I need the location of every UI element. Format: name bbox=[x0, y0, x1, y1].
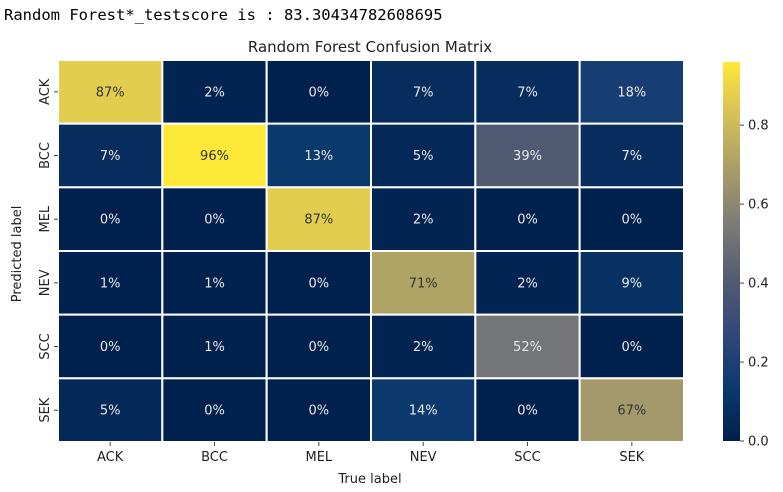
y-tick-label: NEV bbox=[38, 269, 53, 296]
cell-value-label: 5% bbox=[413, 149, 434, 164]
colorbar-tick-label: 0.2 bbox=[748, 356, 769, 371]
heatmap-cell-nev-mel bbox=[265, 250, 372, 316]
heatmap-cell-bcc-scc bbox=[474, 122, 581, 189]
cell-value-label: 0% bbox=[309, 404, 330, 419]
cell-value-label: 0% bbox=[100, 340, 121, 355]
cell-value-label: 7% bbox=[413, 85, 434, 100]
colorbar-tick-label: 0.0 bbox=[748, 435, 769, 450]
y-tick-label: SCC bbox=[38, 333, 53, 359]
heatmap-cell-mel-nev bbox=[370, 186, 477, 252]
cell-value-label: 9% bbox=[622, 276, 643, 291]
cell-value-label: 0% bbox=[309, 340, 330, 355]
cell-value-label: 0% bbox=[204, 404, 225, 419]
x-tick-label: NEV bbox=[410, 450, 437, 465]
heatmap-cell-mel-bcc bbox=[161, 186, 268, 252]
cell-value-label: 2% bbox=[204, 85, 225, 100]
cell-value-label: 96% bbox=[200, 149, 229, 164]
y-axis-ticks: ACK BCC MEL NEV SCC SEK bbox=[38, 78, 58, 423]
cell-value-label: 7% bbox=[517, 85, 538, 100]
y-tick-label: SEK bbox=[38, 397, 53, 422]
heatmap-cells bbox=[57, 59, 686, 444]
heatmap-cell-nev-scc bbox=[474, 250, 581, 316]
heatmap-cell-labels: 87% 2% 0% 7% 7% 18% 7% 96% 13% 5% 39% 7% 0% 0% 87% 2% 0%… bbox=[96, 85, 647, 418]
x-axis-label: True label bbox=[337, 472, 401, 487]
x-tick-label: BCC bbox=[201, 450, 228, 465]
heatmap-cell-mel-sek bbox=[578, 186, 686, 252]
cell-value-label: 52% bbox=[513, 340, 542, 355]
colorbar-ticks: 0.0 0.2 0.4 0.6 0.8 bbox=[740, 119, 769, 450]
cell-value-label: 1% bbox=[100, 276, 121, 291]
cell-value-label: 0% bbox=[622, 213, 643, 228]
heatmap-cell-sek-mel bbox=[265, 377, 372, 444]
cell-value-label: 2% bbox=[413, 213, 434, 228]
cell-value-label: 13% bbox=[304, 149, 333, 164]
chart-title: Random Forest Confusion Matrix bbox=[248, 38, 492, 56]
heatmap-cell-scc-nev bbox=[370, 313, 477, 380]
cell-value-label: 18% bbox=[617, 85, 646, 100]
heatmap-cell-ack-sek bbox=[578, 59, 686, 125]
heatmap-cell-ack-scc bbox=[474, 59, 581, 125]
console-output-line: Random Forest*_testscore is : 83.3043478… bbox=[4, 6, 443, 24]
x-tick-label: SCC bbox=[514, 450, 540, 465]
heatmap-cell-mel-scc bbox=[474, 186, 581, 252]
heatmap-cell-sek-nev bbox=[370, 377, 477, 444]
colorbar-tick-label: 0.8 bbox=[748, 119, 769, 134]
heatmap-cell-sek-bcc bbox=[161, 377, 268, 444]
cell-value-label: 7% bbox=[100, 149, 121, 164]
colorbar-tick-label: 0.4 bbox=[748, 277, 769, 292]
cell-value-label: 7% bbox=[622, 149, 643, 164]
heatmap-cell-ack-bcc bbox=[161, 59, 268, 125]
x-tick-label: ACK bbox=[97, 450, 124, 465]
heatmap-cell-mel-ack bbox=[57, 186, 164, 252]
cell-value-label: 71% bbox=[409, 276, 438, 291]
cell-value-label: 67% bbox=[617, 404, 646, 419]
cell-value-label: 2% bbox=[413, 340, 434, 355]
heatmap-cell-nev-ack bbox=[57, 250, 164, 316]
cell-value-label: 0% bbox=[309, 276, 330, 291]
y-tick-label: MEL bbox=[38, 205, 53, 232]
y-tick-label: ACK bbox=[38, 78, 53, 105]
cell-value-label: 1% bbox=[204, 340, 225, 355]
cell-value-label: 2% bbox=[517, 276, 538, 291]
colorbar-tick-label: 0.6 bbox=[748, 198, 769, 213]
cell-value-label: 0% bbox=[204, 213, 225, 228]
cell-value-label: 87% bbox=[96, 85, 125, 100]
x-tick-label: SEK bbox=[619, 450, 644, 465]
heatmap-cell-sek-sek bbox=[578, 377, 686, 444]
cell-value-label: 87% bbox=[304, 213, 333, 228]
colorbar bbox=[723, 62, 740, 441]
x-axis-ticks: ACK BCC MEL NEV SCC SEK bbox=[97, 442, 645, 465]
cell-value-label: 0% bbox=[517, 404, 538, 419]
cell-value-label: 39% bbox=[513, 149, 542, 164]
cell-value-label: 5% bbox=[100, 404, 121, 419]
cell-value-label: 1% bbox=[204, 276, 225, 291]
cell-value-label: 0% bbox=[622, 340, 643, 355]
cell-value-label: 14% bbox=[409, 404, 438, 419]
cell-value-label: 0% bbox=[309, 85, 330, 100]
y-tick-label: BCC bbox=[38, 142, 53, 169]
heatmap-cell-bcc-sek bbox=[578, 122, 686, 189]
heatmap-cell-ack-mel bbox=[265, 59, 372, 125]
cell-value-label: 0% bbox=[517, 213, 538, 228]
heatmap-cell-scc-sek bbox=[578, 313, 686, 380]
x-tick-label: MEL bbox=[305, 450, 332, 465]
cell-value-label: 0% bbox=[100, 213, 121, 228]
y-axis-label: Predicted label bbox=[10, 206, 25, 303]
